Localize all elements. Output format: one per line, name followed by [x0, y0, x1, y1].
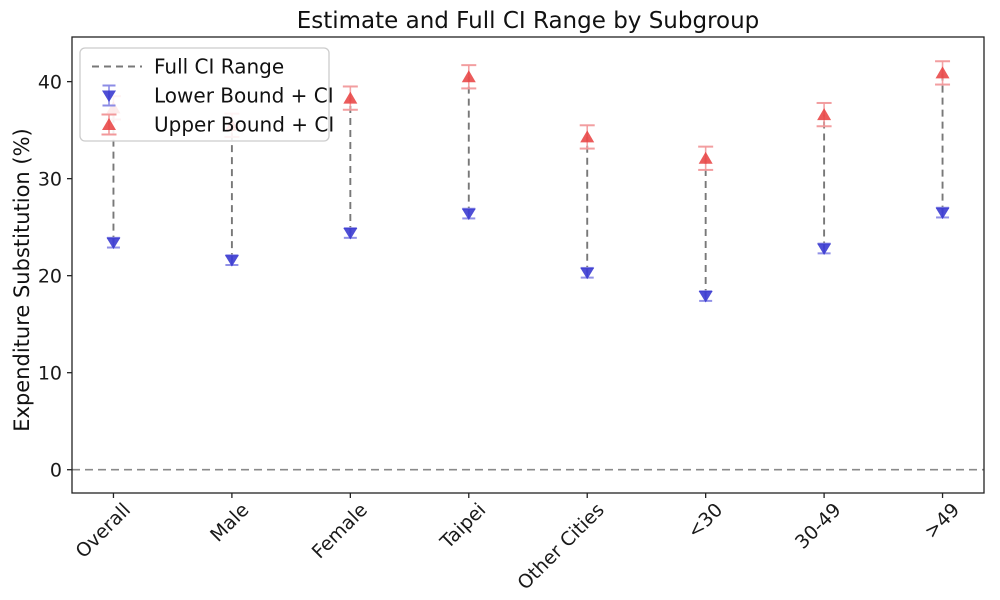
y-tick-label: 10	[38, 363, 62, 385]
upper-bound-marker	[461, 70, 476, 83]
y-tick-label: 40	[38, 72, 62, 94]
lower-bound-marker	[106, 237, 121, 250]
x-tick-label: 30-49	[791, 499, 846, 554]
upper-bound-marker	[935, 66, 950, 79]
legend-box	[79, 47, 330, 142]
upper-bound-marker	[580, 130, 595, 143]
x-tick-label: Taipei	[436, 499, 491, 554]
y-tick-label: 30	[38, 169, 62, 191]
legend-upper-marker	[102, 118, 116, 130]
legend-label: Lower Bound + CI	[154, 84, 334, 108]
legend-label: Upper Bound + CI	[154, 113, 334, 137]
lower-bound-marker	[935, 207, 950, 220]
chart-title: Estimate and Full CI Range by Subgroup	[296, 8, 760, 34]
lower-bound-marker	[343, 227, 358, 240]
lower-bound-marker	[224, 255, 239, 267]
x-tick-label: Female	[308, 499, 372, 563]
upper-bound-marker	[817, 108, 832, 121]
lower-bound-marker	[698, 291, 713, 303]
x-tick-label: <30	[683, 499, 727, 543]
upper-bound-marker	[343, 91, 358, 104]
y-tick-label: 0	[50, 460, 62, 482]
lower-bound-marker	[817, 243, 832, 256]
upper-bound-marker	[698, 151, 713, 164]
plot-border	[71, 36, 985, 494]
legend-lower-marker	[102, 90, 116, 102]
x-tick-label: Other Cities	[513, 499, 608, 594]
x-tick-label: Male	[206, 499, 253, 546]
legend-label: Full CI Range	[154, 55, 284, 79]
x-tick-label: >49	[920, 499, 964, 543]
lower-bound-marker	[580, 267, 595, 280]
lower-bound-marker	[461, 208, 476, 221]
y-tick-label: 20	[38, 266, 62, 288]
x-tick-label: Overall	[71, 499, 135, 563]
